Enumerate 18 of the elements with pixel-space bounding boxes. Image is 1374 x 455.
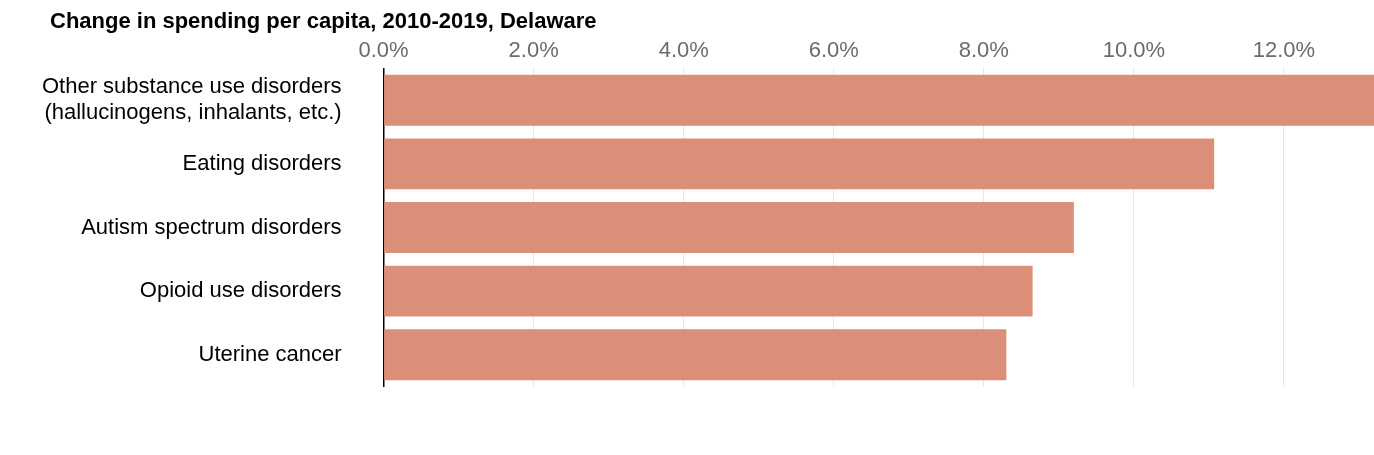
x-tick-label: 8.0% [958,37,1009,63]
bar [384,329,1007,381]
x-tick-label: 12.0% [1252,37,1316,63]
x-tick-label: 10.0% [1102,37,1166,63]
bar [384,74,1374,126]
x-tick-label: 6.0% [808,37,859,63]
y-tick-label: Autism spectrum disorders [81,213,342,239]
y-tick-label: Other substance use disorders (hallucinogens, inhalants, etc.) [41,73,342,125]
bar [384,265,1033,317]
x-tick-label: 2.0% [508,37,559,63]
y-tick-label: Eating disorders [182,149,342,175]
bar [384,138,1215,190]
chart-title: Change in spending per capita, 2010-2019, Delaware [50,8,597,34]
y-tick-label: Uterine cancer [198,340,342,366]
y-tick-label: Opioid use disorders [139,277,342,303]
bar [384,202,1074,253]
x-tick-label: 4.0% [658,37,709,63]
x-tick-label: 0.0% [358,37,409,63]
